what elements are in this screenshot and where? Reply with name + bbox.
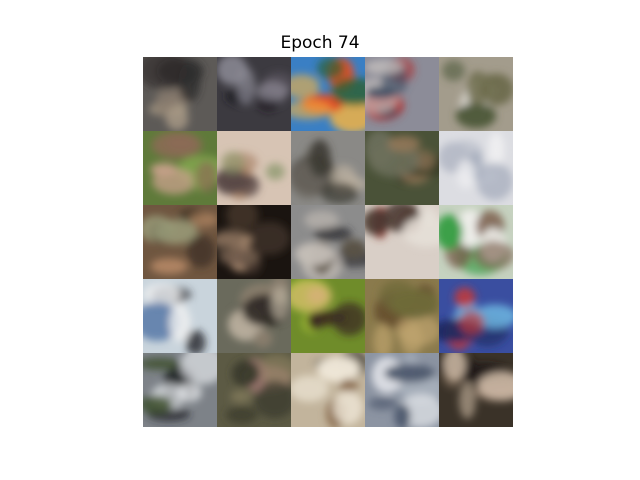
sample-image [365, 131, 439, 205]
sample-image [439, 353, 513, 427]
sample-image [365, 205, 439, 279]
sample-image [291, 57, 365, 131]
sample-image [143, 131, 217, 205]
sample-image [217, 131, 291, 205]
sample-image [439, 279, 513, 353]
sample-image [365, 279, 439, 353]
sample-image-grid [143, 57, 513, 427]
sample-image [143, 57, 217, 131]
sample-image [365, 353, 439, 427]
sample-image [439, 205, 513, 279]
figure-title: Epoch 74 [0, 31, 640, 55]
sample-image [291, 353, 365, 427]
sample-image [291, 131, 365, 205]
sample-image [143, 279, 217, 353]
sample-image [143, 353, 217, 427]
sample-image [217, 279, 291, 353]
sample-image [439, 57, 513, 131]
sample-image [439, 131, 513, 205]
sample-image [217, 353, 291, 427]
sample-image [217, 205, 291, 279]
sample-image [291, 279, 365, 353]
sample-image [291, 205, 365, 279]
sample-image [365, 57, 439, 131]
sample-image [143, 205, 217, 279]
sample-image [217, 57, 291, 131]
